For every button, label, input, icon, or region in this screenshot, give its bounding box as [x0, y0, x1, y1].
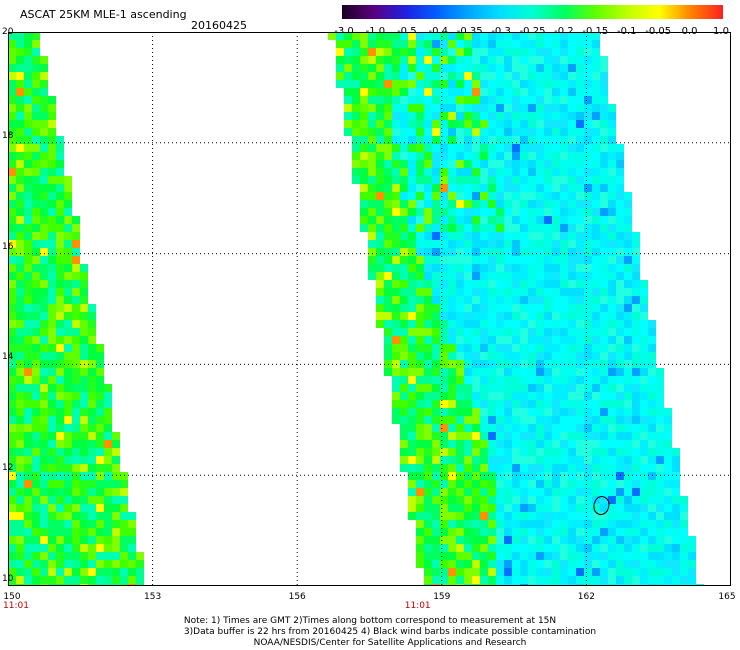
colorbar-tick-label: -1.0: [365, 26, 386, 37]
colorbar-tick-label: -0.5: [397, 26, 417, 37]
footer-note-2: 3)Data buffer is 22 hrs from 20160425 4)…: [183, 627, 597, 637]
colorbar-tick-label: 0.0: [681, 26, 698, 37]
colorbar-tick-label: -0.4: [428, 26, 449, 37]
latitude-label: 16: [2, 241, 14, 252]
colorbar-tick-label: -0.35: [456, 26, 483, 37]
swath-east: [328, 32, 704, 586]
plot-frame: [8, 32, 731, 586]
latitude-label: 14: [2, 352, 14, 363]
product-title: ASCAT 25KM MLE-1 ascending: [20, 8, 187, 21]
longitude-label: 159: [433, 592, 451, 602]
product-date: 20160425: [191, 19, 247, 32]
latitude-label: 18: [2, 130, 14, 141]
time-label: 11:01: [3, 601, 29, 611]
latitude-label: 20: [2, 27, 14, 37]
colorbar-tick-label: -0.3: [491, 26, 511, 37]
longitude-label: 150: [3, 592, 21, 602]
colorbar-tick-label: -0.1: [616, 26, 637, 37]
colorbar-tick-label: -0.2: [554, 26, 574, 37]
footer-note-1: Note: 1) Times are GMT 2)Times along bot…: [183, 616, 557, 626]
latitude-label: 12: [2, 463, 14, 474]
longitude-label: 165: [718, 592, 736, 602]
latitude-label: 10: [2, 574, 14, 584]
contamination-contour: [593, 496, 610, 516]
graticule: [8, 32, 731, 586]
time-label: 11:01: [404, 601, 431, 611]
colorbar: [342, 5, 723, 19]
footer-note-3: NOAA/NESDIS/Center for Satellite Applica…: [253, 638, 527, 648]
swath-west: [8, 32, 144, 586]
colorbar-gradient: [342, 5, 723, 19]
longitude-label: 156: [288, 592, 306, 602]
colorbar-tick-label: -0.05: [645, 26, 672, 37]
colorbar-tick-label: -0.15: [582, 26, 609, 37]
map-plot: [8, 32, 731, 586]
longitude-label: 153: [144, 592, 162, 602]
longitude-label: 162: [577, 592, 595, 602]
